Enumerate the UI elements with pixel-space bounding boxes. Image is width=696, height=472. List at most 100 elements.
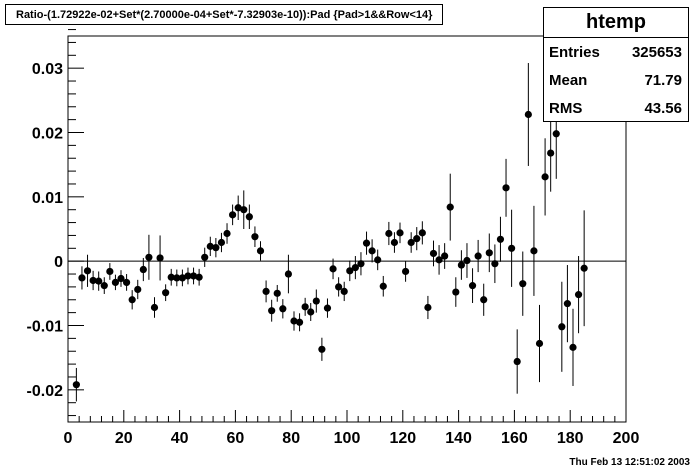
x-tick-label: 200 <box>613 430 640 447</box>
x-tick-label: 140 <box>445 430 472 447</box>
data-point <box>580 264 588 272</box>
stats-label: RMS <box>549 99 583 117</box>
data-point <box>284 270 293 278</box>
data-point <box>178 274 186 282</box>
data-point <box>162 289 170 297</box>
data-point <box>496 235 505 243</box>
data-point <box>340 287 348 296</box>
data-point <box>374 256 382 264</box>
x-tick-label: 20 <box>115 430 133 447</box>
data-point <box>452 288 460 296</box>
data-point <box>206 242 214 250</box>
data-point <box>474 252 482 260</box>
data-point <box>513 357 521 366</box>
data-point <box>346 267 354 275</box>
data-point <box>301 303 309 311</box>
x-tick-label: 40 <box>171 430 189 447</box>
data-point <box>508 244 516 252</box>
x-tick-label: 0 <box>64 430 73 447</box>
data-point <box>547 149 555 157</box>
data-point <box>189 272 198 280</box>
data-point <box>413 235 421 243</box>
timestamp: Thu Feb 13 12:51:02 2003 <box>569 457 690 468</box>
data-point <box>385 229 393 238</box>
x-tick-label: 100 <box>334 430 361 447</box>
y-tick-label: -0.01 <box>27 319 64 336</box>
data-point <box>390 238 399 247</box>
data-point <box>106 267 114 276</box>
data-point <box>195 273 203 281</box>
data-point <box>502 184 510 192</box>
plot-title: Ratio-(1.72922e-02+Set*(2.70000e-04+Set*… <box>5 4 444 25</box>
data-point <box>245 213 253 221</box>
data-point <box>368 247 376 255</box>
data-point <box>491 260 499 268</box>
x-tick-label: 180 <box>557 430 584 447</box>
data-point <box>240 206 248 214</box>
x-tick-label: 160 <box>501 430 528 447</box>
stats-value: 43.56 <box>644 99 682 117</box>
data-point <box>95 277 103 285</box>
data-point <box>569 343 577 351</box>
data-point <box>100 282 108 290</box>
data-point <box>418 229 426 237</box>
data-point <box>217 238 226 247</box>
stats-label: Entries <box>549 43 600 61</box>
data-point <box>256 247 265 255</box>
data-point <box>145 253 153 261</box>
stats-box: htemp Entries 325653 Mean 71.79 RMS 43.5… <box>543 7 689 122</box>
x-tick-label: 80 <box>282 430 300 447</box>
data-point <box>480 296 488 304</box>
data-point <box>307 308 315 316</box>
error-bars <box>75 63 585 402</box>
data-point <box>212 244 220 252</box>
data-point <box>312 297 320 305</box>
data-point <box>78 274 86 282</box>
data-point <box>156 254 164 262</box>
data-point <box>574 291 583 299</box>
y-tick-label: 0 <box>54 254 63 271</box>
data-point <box>318 345 326 353</box>
axes <box>67 29 627 423</box>
data-point <box>223 229 231 238</box>
data-point <box>435 256 443 264</box>
data-point <box>468 282 477 290</box>
data-point <box>530 247 538 255</box>
data-point <box>122 278 131 286</box>
data-point <box>396 229 404 237</box>
stats-row-entries: Entries 325653 <box>544 38 688 66</box>
x-tick-label: 120 <box>389 430 416 447</box>
data-point <box>446 203 454 211</box>
data-point <box>83 267 92 275</box>
data-point <box>262 287 270 296</box>
data-point <box>323 304 332 312</box>
data-point <box>329 265 337 273</box>
data-point <box>541 173 549 181</box>
data-point <box>524 110 532 119</box>
data-point <box>117 274 125 283</box>
data-point <box>89 276 97 285</box>
data-point <box>167 273 175 281</box>
data-point <box>401 267 410 276</box>
data-point <box>357 260 365 268</box>
stats-value: 325653 <box>631 43 682 61</box>
data-point <box>463 256 471 265</box>
data-point <box>429 249 438 258</box>
stats-label: Mean <box>549 71 588 89</box>
stats-value: 71.79 <box>644 71 682 89</box>
data-point <box>72 381 80 389</box>
data-point <box>295 318 304 326</box>
y-tick-label: 0.03 <box>32 61 63 78</box>
y-tick-label: 0.01 <box>32 190 63 207</box>
data-point <box>558 323 566 331</box>
data-point <box>485 249 493 257</box>
plot-title-text: Ratio-(1.72922e-02+Set*(2.70000e-04+Set*… <box>16 8 433 21</box>
data-markers <box>72 110 588 389</box>
data-point <box>134 285 142 294</box>
data-point <box>407 238 415 247</box>
tick-labels: 0 20 40 60 80 100 120 140 160 180 200 -0.02 -0.01 0 0.… <box>27 61 640 447</box>
data-point <box>173 274 181 282</box>
data-point <box>457 261 465 269</box>
data-point <box>201 253 209 261</box>
